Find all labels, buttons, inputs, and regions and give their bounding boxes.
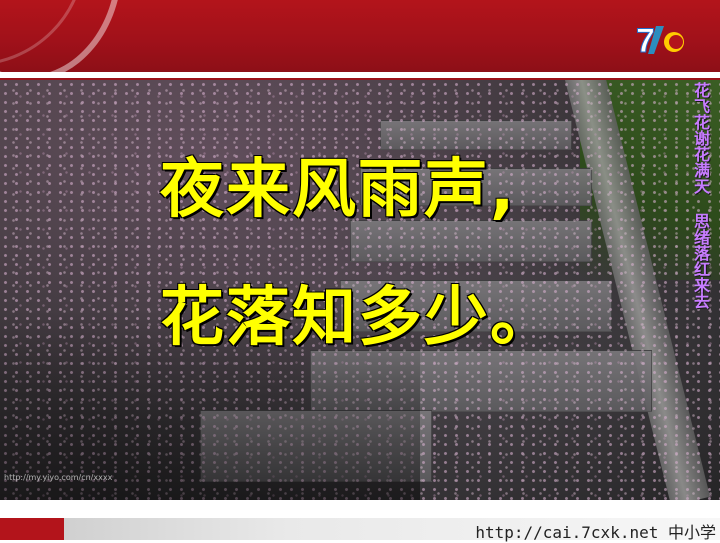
site-logo: 7	[634, 18, 688, 60]
top-banner: 7	[0, 0, 720, 72]
poem-line-2: 花落知多少。	[160, 286, 556, 350]
side-caption: 花飞花谢花满天 思绪落红来去	[682, 82, 708, 312]
footer-url[interactable]: http://cai.7cxk.net 中小学	[475, 519, 716, 543]
poem-line-1: 夜来风雨声,	[160, 158, 516, 222]
photo-watermark: http://my.yiyo.com/cn/xxxx	[4, 473, 112, 482]
footer-accent	[0, 518, 64, 540]
